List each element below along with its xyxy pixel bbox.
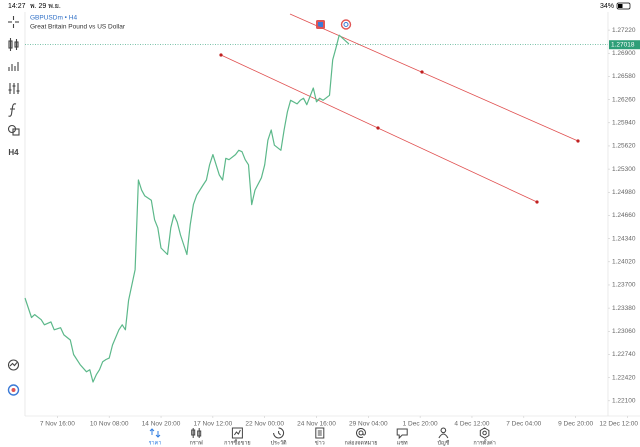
symbol: GBPUSDm • H4 (30, 15, 77, 22)
y-tick-label: 1.24660 (612, 212, 636, 219)
y-tick-label: 1.22420 (612, 374, 636, 381)
crosshair-tool[interactable] (8, 16, 19, 28)
x-tick-label: 14 Nov 20:00 (142, 421, 181, 428)
y-tick-label: 1.24020 (612, 259, 636, 266)
current-price-box (609, 40, 640, 50)
tab[interactable]: การซื้อขาย (224, 427, 251, 446)
x-tick-label: 22 Nov 00:00 (245, 421, 284, 428)
tab[interactable]: ราคา (149, 428, 162, 446)
tab[interactable]: การตั้งค่า (473, 427, 496, 446)
tab[interactable]: ประวัติ (271, 427, 287, 446)
trend-anchor[interactable] (576, 139, 580, 143)
tab-label: การซื้อขาย (224, 438, 250, 446)
tab-icon (231, 427, 243, 439)
status-time: 14:27 (8, 3, 26, 10)
y-tick-label: 1.23380 (612, 305, 636, 312)
tab[interactable]: ข่าว (315, 427, 325, 446)
x-tick-label: 7 Nov 16:00 (40, 421, 75, 428)
x-tick-label: 7 Dec 04:00 (506, 421, 541, 428)
trend-anchor[interactable] (420, 70, 424, 74)
y-tick-label: 1.26580 (612, 73, 636, 80)
tab[interactable]: แชท (396, 428, 408, 446)
y-tick-label: 1.27220 (612, 27, 636, 34)
trend-anchor[interactable] (376, 126, 380, 130)
y-tick-label: 1.25300 (612, 166, 636, 173)
x-tick-label: 17 Nov 12:00 (194, 421, 233, 428)
y-tick-label: 1.24340 (612, 235, 636, 242)
quick-trade-inner (343, 22, 349, 27)
battery-level (618, 4, 623, 8)
objects-tool[interactable] (7, 124, 20, 136)
function-tool[interactable] (8, 103, 17, 117)
tab[interactable]: กล่องจดหมาย (344, 427, 378, 446)
x-tick-label: 9 Dec 20:00 (558, 421, 593, 428)
y-tick-label: 1.22100 (612, 398, 636, 405)
tab-icon (438, 427, 449, 439)
x-tick-label: 24 Nov 16:00 (297, 421, 336, 428)
y-tick-label: 1.26900 (612, 50, 636, 57)
status-battery: 34% (600, 3, 614, 10)
x-tick-label: 29 Nov 04:00 (349, 421, 388, 428)
candle-tool[interactable] (8, 38, 19, 51)
y-tick-label: 1.26260 (612, 96, 636, 103)
x-tick-label: 1 Dec 20:00 (403, 421, 438, 428)
trend-anchor[interactable] (535, 200, 539, 204)
y-tick-label: 1.23700 (612, 282, 636, 289)
x-tick-label: 12 Dec 12:00 (599, 421, 638, 428)
tab-label: ประวัติ (271, 439, 287, 446)
y-tick-label: 1.22740 (612, 351, 636, 358)
indicator-tool[interactable] (8, 83, 20, 94)
trade-button-inner (318, 22, 323, 27)
tab-label: การตั้งค่า (473, 438, 495, 446)
status-date: พ. 29 พ.ย. (30, 3, 61, 10)
symbol-description: Great Britain Pound vs US Dollar (30, 24, 126, 31)
price-line (24, 34, 350, 383)
tab[interactable]: บัญชี (437, 427, 450, 446)
y-tick-label: 1.23060 (612, 328, 636, 335)
y-tick-label: 1.24980 (612, 189, 636, 196)
tab-label: ราคา (149, 440, 162, 446)
left-toolbar: H4 (7, 16, 20, 396)
tab-label: กล่องจดหมาย (344, 440, 377, 446)
chart-type-tool[interactable] (8, 62, 19, 71)
y-tick-label: 1.25620 (612, 143, 636, 150)
battery-icon (616, 2, 631, 10)
signals-tool[interactable] (7, 359, 20, 371)
tab[interactable]: กราฟ (190, 428, 203, 446)
tab-label: กราฟ (190, 439, 203, 446)
tab-icon (315, 427, 325, 439)
quick-trade-button[interactable] (340, 19, 352, 30)
x-tick-label: 10 Nov 08:00 (90, 421, 129, 428)
timeframe-button[interactable]: H4 (8, 148, 19, 157)
tab-icon (479, 427, 490, 439)
tab-icon (191, 428, 202, 438)
tab-icon (396, 428, 408, 440)
y-tick-label: 1.25940 (612, 119, 636, 126)
tab-icon (149, 428, 161, 438)
tab-label: บัญชี (437, 439, 449, 446)
current-price-label: 1.27018 (611, 41, 635, 48)
trend-anchor[interactable] (219, 53, 223, 57)
tab-label: ข่าว (315, 440, 325, 446)
tab-icon (356, 427, 367, 438)
account-tool[interactable] (7, 384, 20, 396)
tab-bar: ราคา กราฟ การซื้อขาย ประวัติ ข่าว กล่องจดหมาย… (149, 427, 496, 446)
tab-icon (273, 427, 285, 439)
x-tick-label: 4 Dec 12:00 (454, 421, 489, 428)
trend-line[interactable] (289, 13, 579, 142)
tab-label: แชท (397, 439, 408, 446)
